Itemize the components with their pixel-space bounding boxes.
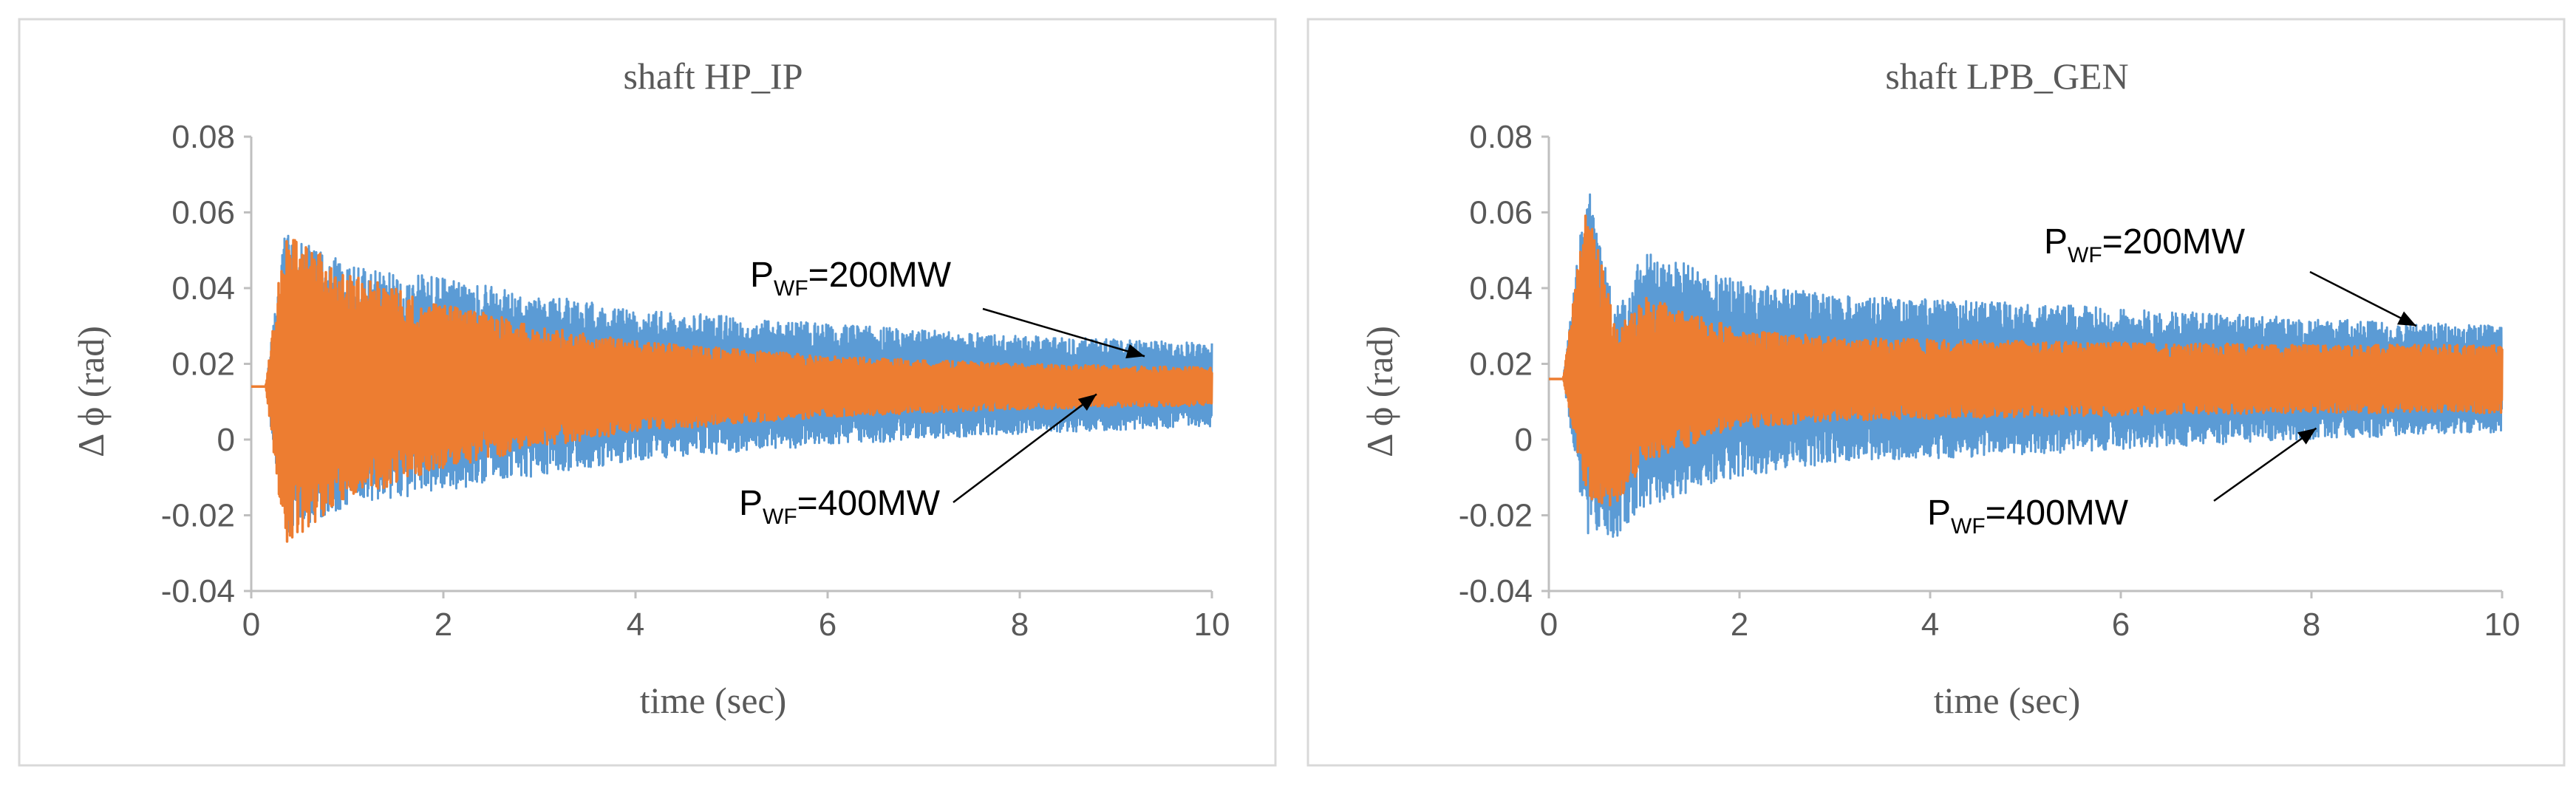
annotation-sub: WF xyxy=(763,505,797,529)
y-tick-label: 0.04 xyxy=(171,270,235,307)
annotation-label: PWF=200MW xyxy=(2044,222,2246,267)
annotation-arrow-head xyxy=(1077,394,1097,411)
annotation-label: PWF=400MW xyxy=(1927,493,2129,539)
annotation-main: P xyxy=(739,484,763,523)
y-tick-label: 0.02 xyxy=(171,346,235,383)
x-tick-label: 2 xyxy=(1731,607,1748,643)
x-tick-label: 0 xyxy=(242,607,260,643)
x-tick-label: 2 xyxy=(435,607,452,643)
annotation-tail: =200MW xyxy=(2102,222,2246,262)
y-tick-label: 0 xyxy=(1515,422,1533,458)
y-axis-label: Δ ϕ (rad) xyxy=(1359,326,1400,457)
y-tick-label: -0.04 xyxy=(1459,573,1533,609)
annotation-main: P xyxy=(1927,493,1951,533)
x-tick-label: 4 xyxy=(1921,607,1939,643)
annotation-sub: WF xyxy=(1951,514,1986,539)
x-tick-label: 6 xyxy=(2112,607,2130,643)
y-tick-label: -0.02 xyxy=(161,498,235,534)
annotation-sub: WF xyxy=(774,276,808,301)
y-tick-label: 0.06 xyxy=(171,195,235,231)
y-tick-label: 0.08 xyxy=(1469,119,1533,155)
x-axis-label: time (sec) xyxy=(1934,680,2081,721)
y-tick-label: 0.06 xyxy=(1469,195,1533,231)
y-tick-label: 0.04 xyxy=(1469,270,1533,307)
series-line-pwf-400mw xyxy=(1547,214,2504,507)
annotation-tail: =400MW xyxy=(797,484,941,523)
annotation-arrow-line xyxy=(982,307,1145,358)
y-tick-label: -0.04 xyxy=(161,573,235,609)
chart-svg-hp-ip: shaft HP_IP time (sec) Δ ϕ (rad) -0.04-0… xyxy=(18,18,1277,767)
series-line-pwf-400mw xyxy=(250,239,1213,543)
series-layer xyxy=(1547,193,2504,538)
chart-panel-lpb-gen: shaft LPB_GEN time (sec) Δ ϕ (rad) -0.04… xyxy=(1298,0,2576,789)
annotation-arrow-head xyxy=(1125,344,1145,359)
chart-title: shaft LPB_GEN xyxy=(1885,55,2128,97)
x-tick-label: 10 xyxy=(2484,607,2521,643)
x-tick-label: 0 xyxy=(1540,607,1558,643)
x-tick-label: 8 xyxy=(1011,607,1029,643)
series-layer xyxy=(250,234,1213,543)
y-axis-label: Δ ϕ (rad) xyxy=(70,326,112,457)
y-tick-label: 0.08 xyxy=(171,119,235,155)
annotation-arrow-head xyxy=(2297,428,2317,445)
x-tick-label: 6 xyxy=(819,607,836,643)
y-ticks: -0.04 -0.02 0 0.02 0.04 0.06 0.08 xyxy=(161,119,251,609)
x-axis-label: time (sec) xyxy=(640,680,787,721)
annotation-main: P xyxy=(2044,222,2068,262)
y-tick-label: 0.02 xyxy=(1469,346,1533,383)
annotation-arrow-head xyxy=(2396,311,2416,327)
x-tick-label: 10 xyxy=(1194,607,1230,643)
annotation-arrow-line xyxy=(953,393,1097,503)
annotation-label: PWF=200MW xyxy=(750,256,952,301)
annotation-main: P xyxy=(750,256,774,295)
annotation-arrow-line xyxy=(2213,427,2317,502)
x-tick-label: 4 xyxy=(627,607,644,643)
annotation-tail: =400MW xyxy=(1986,493,2129,533)
x-ticks: 0 2 4 6 8 10 xyxy=(242,591,1230,643)
y-tick-label: 0 xyxy=(217,422,235,458)
x-ticks: 0 2 4 6 8 10 xyxy=(1540,591,2521,643)
annotation-arrow-line xyxy=(2309,270,2417,327)
annotation-sub: WF xyxy=(2068,243,2102,267)
y-tick-label: -0.02 xyxy=(1459,498,1533,534)
y-ticks: -0.04 -0.02 0 0.02 0.04 0.06 0.08 xyxy=(1459,119,1549,609)
annotation-tail: =200MW xyxy=(808,256,952,295)
annotation-label: PWF=400MW xyxy=(739,484,941,529)
chart-panel-hp-ip: shaft HP_IP time (sec) Δ ϕ (rad) -0.04 -0… xyxy=(0,0,1278,789)
x-tick-label: 8 xyxy=(2303,607,2320,643)
chart-title: shaft HP_IP xyxy=(623,55,803,97)
chart-svg-lpb-gen: shaft LPB_GEN time (sec) Δ ϕ (rad) -0.04… xyxy=(1306,18,2566,767)
